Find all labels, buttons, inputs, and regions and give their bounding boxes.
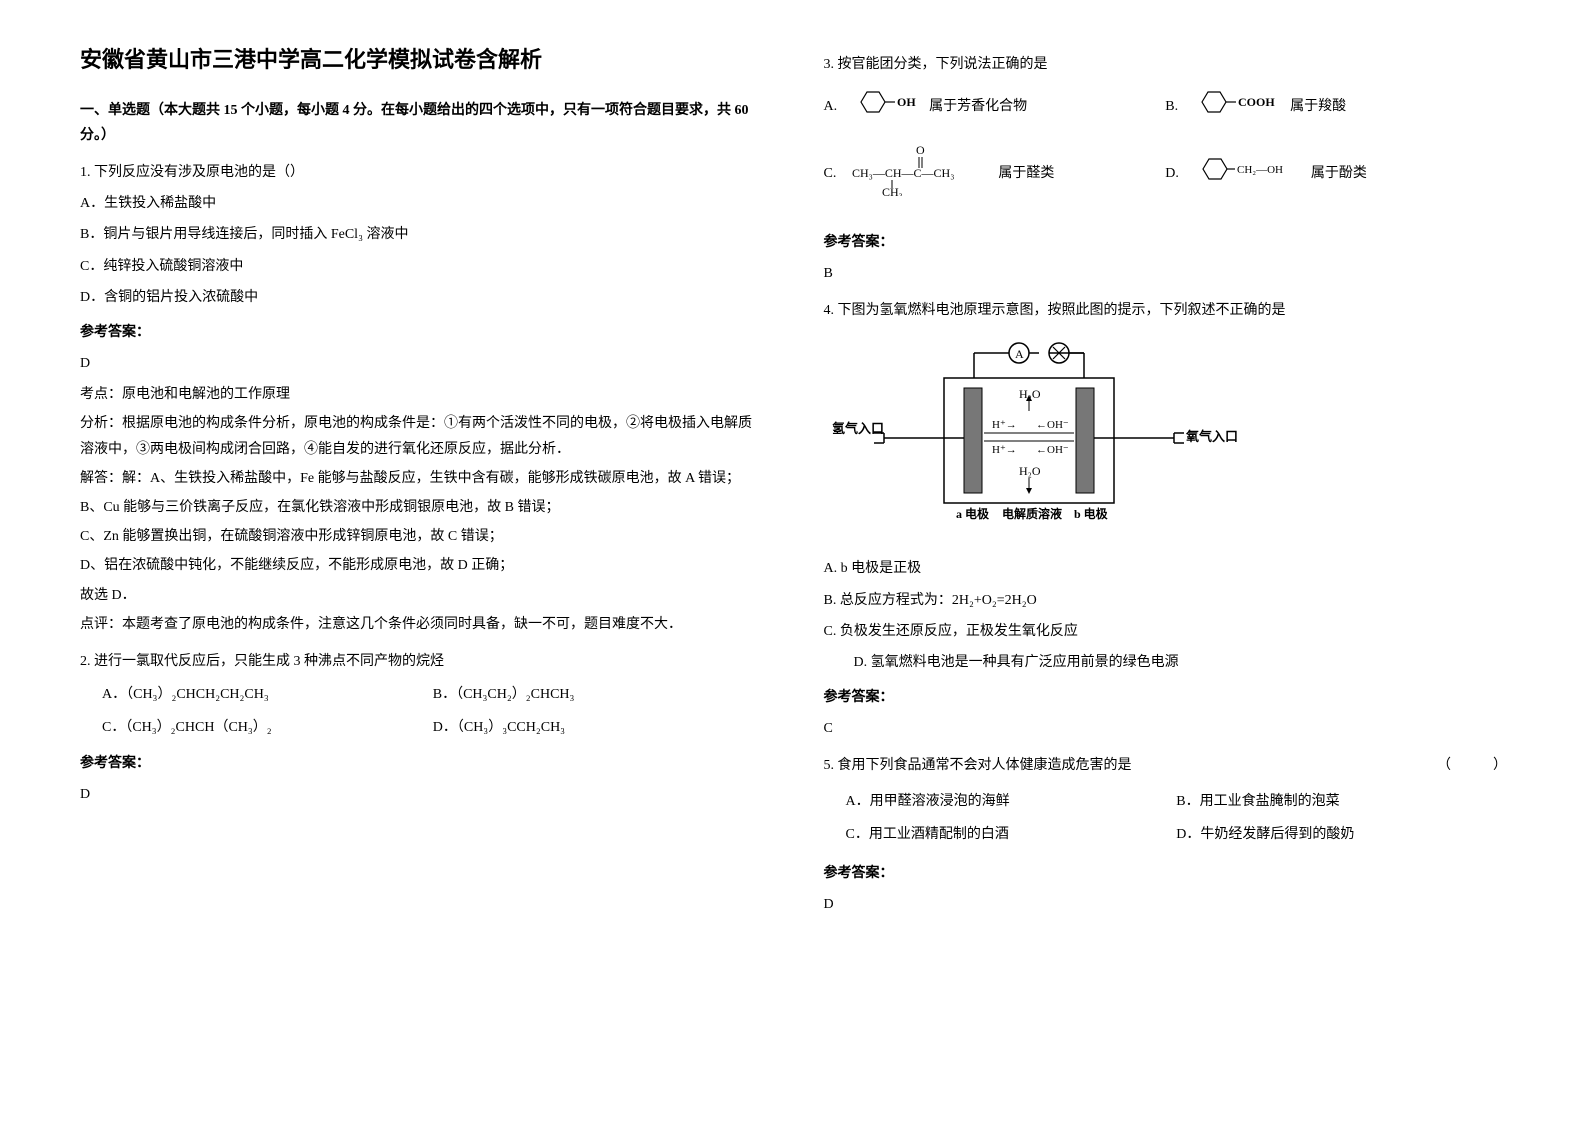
a-electrode-label: a 电极	[956, 506, 990, 521]
q3-options: A. OH 属于芳香化合物 B. COOH	[824, 85, 1508, 219]
q3-answer-head: 参考答案：	[824, 230, 1508, 255]
q1-exp-8: 点评：本题考查了原电池的构成条件，注意这几个条件必须同时具备，缺一不可，题目难度…	[80, 612, 764, 637]
svg-text:O: O	[916, 143, 925, 157]
h2-inlet-label: 氢气入口	[832, 421, 884, 436]
q3-b-label: B.	[1165, 94, 1178, 119]
q2-stem: 2. 进行一氯取代反应后，只能生成 3 种沸点不同产物的烷烃	[80, 649, 764, 674]
svg-text:CH₂—OH: CH₂—OH	[1237, 164, 1283, 176]
cyclohexane-cooh-icon: COOH	[1192, 85, 1282, 128]
q2-opt-b: B．（CH₃CH₂）₂CHCH₃	[433, 682, 764, 707]
q5-stem: 5. 食用下列食品通常不会对人体健康造成危害的是 （ ）	[824, 753, 1508, 778]
q3-opt-d: D. CH₂—OH 属于酚类	[1165, 142, 1507, 205]
q1-stem: 1. 下列反应没有涉及原电池的是（）	[80, 160, 764, 185]
q1-exp-3: 解答：解：A、生铁投入稀盐酸中，Fe 能够与盐酸反应，生铁中含有碳，能够形成铁碳…	[80, 466, 764, 491]
q5-opt-d: D．牛奶经发酵后得到的酸奶	[1176, 822, 1507, 847]
svg-text:CH₃: CH₃	[882, 185, 903, 196]
q5-opt-a: A．用甲醛溶液浸泡的海鲜	[846, 789, 1177, 814]
q3-d-text: 属于酚类	[1311, 161, 1367, 186]
q4-opt-c: C. 负极发生还原反应，正极发生氧化反应	[824, 619, 1508, 644]
q2-opt-d: D．（CH₃）₃CCH₂CH₃	[433, 715, 764, 740]
svg-text:OH: OH	[897, 95, 916, 109]
h2o-bot-label: H₂O	[1019, 464, 1041, 478]
q3-opt-b: B. COOH 属于羧酸	[1165, 85, 1507, 128]
q1-opt-d: D．含铜的铝片投入浓硫酸中	[80, 285, 764, 310]
q4-answer-head: 参考答案：	[824, 685, 1508, 710]
q3-a-text: 属于芳香化合物	[929, 94, 1027, 119]
q4-opt-d: D. 氢氧燃料电池是一种具有广泛应用前景的绿色电源	[854, 650, 1508, 675]
h-plus-2: H⁺→	[992, 444, 1017, 456]
h-plus-1: H⁺→	[992, 419, 1017, 431]
right-column: 3. 按官能团分类，下列说法正确的是 A. OH 属于芳香化合物 B.	[824, 40, 1508, 923]
oh-minus-2: ←OH⁻	[1036, 444, 1069, 456]
section-1-head: 一、单选题（本大题共 15 个小题，每小题 4 分。在每小题给出的四个选项中，只…	[80, 98, 764, 148]
q5-answer-head: 参考答案：	[824, 861, 1508, 886]
q3-b-text: 属于羧酸	[1290, 94, 1346, 119]
q3-a-label: A.	[824, 94, 838, 119]
q5-paren: （ ）	[1437, 753, 1507, 778]
b-electrode-label: b 电极	[1074, 506, 1109, 521]
electrolyte-label: 电解质溶液	[1002, 506, 1062, 521]
q2-opt-a: A．（CH₃）₂CHCH₂CH₂CH₃	[102, 682, 433, 707]
q3-opt-c: C. O CH₃—CH—C—CH₃ CH₃ 属于醛类	[824, 142, 1166, 205]
q2-answer: D	[80, 782, 764, 807]
q1-exp-1: 考点：原电池和电解池的工作原理	[80, 382, 764, 407]
q5-answer: D	[824, 892, 1508, 917]
q1-opt-a: A．生铁投入稀盐酸中	[80, 191, 764, 216]
q4-answer: C	[824, 716, 1508, 741]
q1-exp-2: 分析：根据原电池的构成条件分析，原电池的构成条件是：①有两个活泼性不同的电极，②…	[80, 411, 764, 461]
q2-opt-c: C．（CH₃）₂CHCH（CH₃）₂	[102, 715, 433, 740]
q3-d-label: D.	[1165, 161, 1179, 186]
doc-title: 安徽省黄山市三港中学高二化学模拟试卷含解析	[80, 40, 764, 80]
q1-opt-c: C．纯锌投入硫酸铜溶液中	[80, 254, 764, 279]
q4-opt-b: B. 总反应方程式为：2H₂+O₂=2H₂O	[824, 588, 1508, 613]
svg-text:CH₃—CH—C—CH₃: CH₃—CH—C—CH₃	[852, 166, 954, 180]
cyclohexane-oh-icon: OH	[851, 85, 921, 128]
q1-answer: D	[80, 351, 764, 376]
fuel-cell-diagram: A 氢气入口	[824, 333, 1508, 542]
ammeter-label: A	[1015, 347, 1024, 361]
svg-text:COOH: COOH	[1238, 95, 1275, 109]
q1-exp-7: 故选 D．	[80, 583, 764, 608]
q1-exp-4: B、Cu 能够与三价铁离子反应，在氯化铁溶液中形成铜银原电池，故 B 错误；	[80, 495, 764, 520]
q3-stem: 3. 按官能团分类，下列说法正确的是	[824, 52, 1508, 77]
q2-answer-head: 参考答案：	[80, 751, 764, 776]
q1-answer-head: 参考答案：	[80, 320, 764, 345]
o2-inlet-label: 氧气入口	[1185, 429, 1238, 444]
q1-exp-5: C、Zn 能够置换出铜，在硫酸铜溶液中形成锌铜原电池，故 C 错误；	[80, 524, 764, 549]
q5-stem-text: 5. 食用下列食品通常不会对人体健康造成危害的是	[824, 758, 1132, 773]
cyclohexane-ch2oh-icon: CH₂—OH	[1193, 152, 1303, 195]
q3-c-text: 属于醛类	[998, 161, 1054, 186]
q4-stem: 4. 下图为氢氧燃料电池原理示意图，按照此图的提示，下列叙述不正确的是	[824, 298, 1508, 323]
q5-opt-b: B．用工业食盐腌制的泡菜	[1176, 789, 1507, 814]
q3-opt-a: A. OH 属于芳香化合物	[824, 85, 1166, 128]
q5-opt-c: C．用工业酒精配制的白酒	[846, 822, 1177, 847]
q3-answer: B	[824, 261, 1508, 286]
q3-c-label: C.	[824, 161, 837, 186]
q1-exp-6: D、铝在浓硫酸中钝化，不能继续反应，不能形成原电池，故 D 正确；	[80, 553, 764, 578]
oh-minus-1: ←OH⁻	[1036, 419, 1069, 431]
left-column: 安徽省黄山市三港中学高二化学模拟试卷含解析 一、单选题（本大题共 15 个小题，…	[80, 40, 764, 923]
q4-opt-a: A. b 电极是正极	[824, 556, 1508, 581]
ketone-structure-icon: O CH₃—CH—C—CH₃ CH₃	[850, 142, 990, 205]
q1-opt-b: B．铜片与银片用导线连接后，同时插入 FeCl₃ 溶液中	[80, 222, 764, 247]
